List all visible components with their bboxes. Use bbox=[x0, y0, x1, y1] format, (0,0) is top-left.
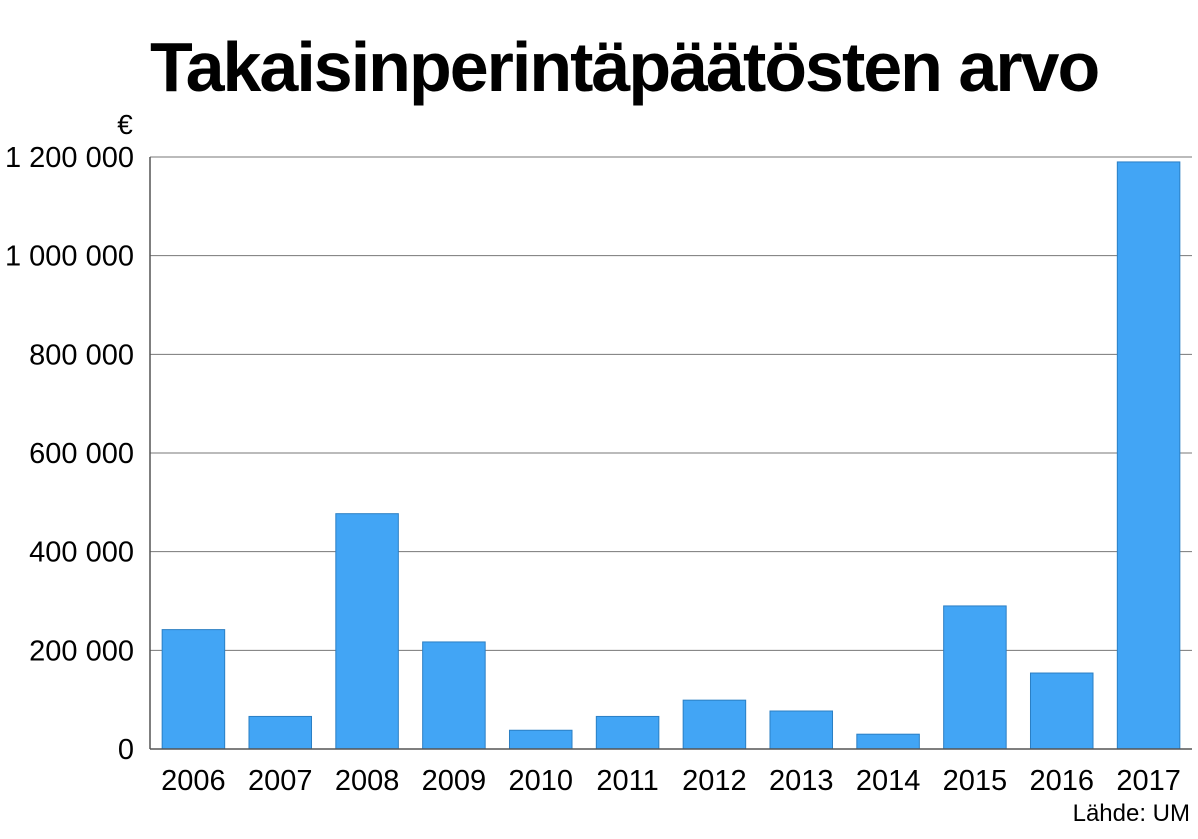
gridlines bbox=[150, 156, 1192, 651]
y-tick-label: 800 000 bbox=[29, 339, 134, 371]
source-note: Lähde: UM bbox=[1072, 800, 1190, 827]
y-tick-label: 200 000 bbox=[29, 635, 134, 667]
y-tick-label: 0 bbox=[118, 734, 134, 766]
y-tick-label: 400 000 bbox=[29, 537, 134, 569]
bar-2016 bbox=[1029, 672, 1094, 750]
x-tick-label: 2007 bbox=[248, 765, 313, 797]
y-axis-tick-labels: 0 200 000 400 000 600 000 800 000 1 000 000 1 … bbox=[5, 142, 134, 766]
bar-2009 bbox=[422, 641, 486, 750]
x-tick-label: 2009 bbox=[422, 765, 487, 797]
bars bbox=[161, 161, 1181, 750]
bar-2006 bbox=[161, 629, 226, 750]
x-tick-label: 2017 bbox=[1116, 765, 1181, 797]
y-tick-label: 600 000 bbox=[29, 438, 134, 470]
y-axis-unit-label: € bbox=[117, 109, 133, 140]
bar-2017 bbox=[1116, 161, 1181, 750]
y-tick-label: 1 000 000 bbox=[5, 241, 134, 273]
x-tick-label: 2011 bbox=[596, 765, 658, 797]
y-tick-label: 1 200 000 bbox=[5, 142, 134, 174]
bar-2007 bbox=[248, 715, 313, 750]
x-axis-tick-labels: 2006 2007 2008 2009 2010 2011 2012 2013 2014 2015… bbox=[161, 765, 1181, 797]
x-tick-label: 2013 bbox=[769, 765, 834, 797]
bar-2012 bbox=[682, 699, 747, 750]
bar-2015 bbox=[943, 605, 1007, 750]
bar-2013 bbox=[769, 710, 834, 750]
x-tick-label: 2010 bbox=[508, 765, 573, 797]
bar-2011 bbox=[595, 715, 660, 750]
x-tick-label: 2014 bbox=[856, 765, 921, 797]
bar-2014 bbox=[856, 733, 920, 750]
bar-2008 bbox=[335, 513, 399, 750]
x-tick-label: 2008 bbox=[335, 765, 400, 797]
bar-2010 bbox=[508, 729, 573, 750]
x-tick-label: 2016 bbox=[1029, 765, 1094, 797]
x-tick-label: 2015 bbox=[943, 765, 1008, 797]
chart-title: Takaisinperintäpäätösten arvo bbox=[150, 28, 1100, 106]
x-tick-label: 2012 bbox=[682, 765, 747, 797]
x-tick-label: 2006 bbox=[161, 765, 226, 797]
